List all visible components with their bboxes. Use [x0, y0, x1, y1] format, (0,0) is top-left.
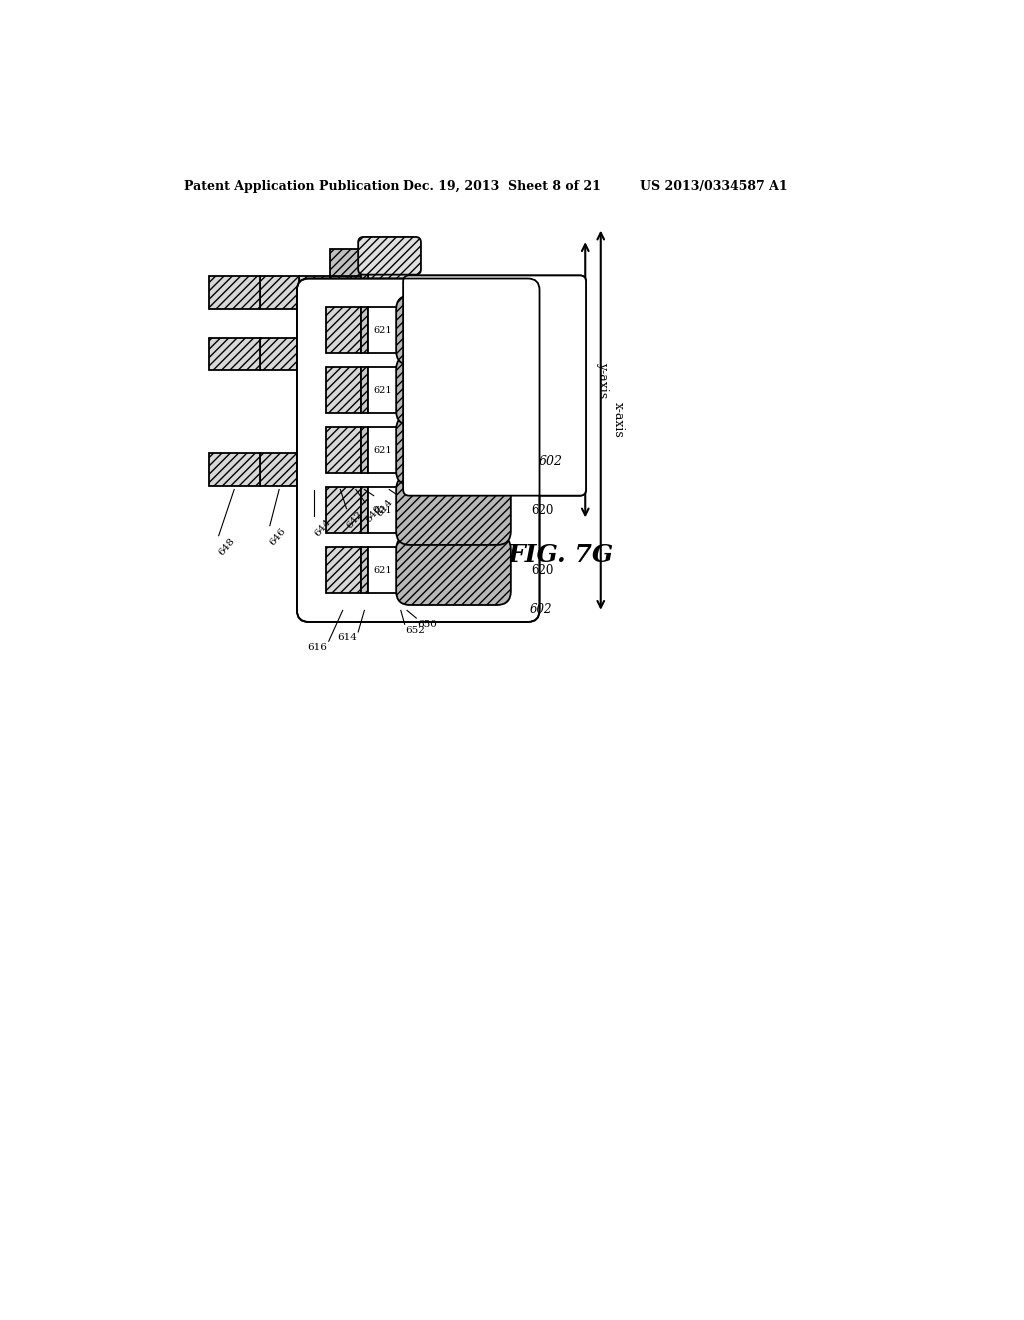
- Text: 620: 620: [531, 323, 553, 337]
- Text: 621: 621: [374, 506, 392, 515]
- FancyBboxPatch shape: [358, 238, 421, 275]
- Bar: [209, 453, 260, 486]
- Text: y-axis: y-axis: [596, 362, 609, 397]
- Text: Patent Application Publication: Patent Application Publication: [183, 180, 399, 193]
- Bar: [299, 276, 330, 309]
- Text: 614: 614: [375, 498, 395, 519]
- Bar: [369, 367, 397, 413]
- Text: 614: 614: [338, 634, 357, 643]
- Text: 602: 602: [539, 455, 562, 467]
- Bar: [403, 308, 410, 354]
- Text: FIG. 7G: FIG. 7G: [508, 544, 614, 568]
- FancyBboxPatch shape: [396, 355, 511, 425]
- Bar: [403, 428, 410, 474]
- Bar: [326, 548, 360, 594]
- Text: 620: 620: [531, 504, 553, 517]
- Text: 644: 644: [312, 517, 332, 539]
- Bar: [351, 338, 360, 370]
- Bar: [360, 428, 369, 474]
- Bar: [369, 308, 397, 354]
- Text: 620: 620: [531, 444, 553, 457]
- Bar: [326, 308, 360, 354]
- Bar: [330, 276, 351, 309]
- Text: 650: 650: [417, 619, 437, 628]
- Bar: [299, 338, 330, 370]
- Text: 621: 621: [374, 385, 392, 395]
- Bar: [397, 308, 403, 354]
- Text: 640: 640: [364, 503, 383, 524]
- Bar: [403, 548, 410, 594]
- Bar: [369, 548, 397, 594]
- Bar: [330, 453, 351, 486]
- Bar: [369, 267, 411, 506]
- Bar: [260, 453, 299, 486]
- FancyBboxPatch shape: [396, 536, 511, 605]
- Text: 652: 652: [406, 626, 425, 635]
- Bar: [326, 428, 360, 474]
- Bar: [369, 267, 411, 506]
- Bar: [260, 276, 299, 309]
- Text: 620: 620: [531, 564, 553, 577]
- FancyBboxPatch shape: [297, 279, 540, 622]
- Bar: [326, 367, 360, 413]
- Bar: [360, 267, 369, 506]
- Text: 620: 620: [531, 384, 553, 397]
- FancyBboxPatch shape: [396, 296, 511, 364]
- Bar: [360, 548, 369, 594]
- Text: 602: 602: [529, 603, 552, 615]
- Text: 621: 621: [374, 446, 392, 454]
- Text: Dec. 19, 2013  Sheet 8 of 21: Dec. 19, 2013 Sheet 8 of 21: [403, 180, 601, 193]
- Bar: [397, 367, 403, 413]
- Bar: [360, 367, 369, 413]
- Text: 646: 646: [268, 527, 288, 548]
- Bar: [351, 453, 360, 486]
- Bar: [360, 267, 369, 506]
- FancyBboxPatch shape: [403, 276, 586, 496]
- Bar: [326, 487, 360, 533]
- Bar: [369, 487, 397, 533]
- Bar: [209, 338, 260, 370]
- Text: 616: 616: [399, 498, 419, 519]
- Bar: [397, 428, 403, 474]
- FancyBboxPatch shape: [396, 416, 511, 484]
- Text: 642: 642: [345, 510, 365, 531]
- Text: 621: 621: [374, 566, 392, 574]
- Bar: [397, 487, 403, 533]
- Bar: [260, 338, 299, 370]
- Bar: [360, 487, 369, 533]
- Bar: [403, 487, 410, 533]
- Bar: [369, 428, 397, 474]
- FancyBboxPatch shape: [403, 276, 586, 496]
- Text: 621: 621: [374, 326, 392, 334]
- Text: US 2013/0334587 A1: US 2013/0334587 A1: [640, 180, 787, 193]
- FancyBboxPatch shape: [396, 475, 511, 545]
- Bar: [351, 276, 360, 309]
- Text: 616: 616: [307, 643, 328, 652]
- Bar: [330, 338, 351, 370]
- Bar: [403, 367, 410, 413]
- Text: 648: 648: [217, 536, 237, 557]
- Text: x-axis: x-axis: [611, 403, 625, 438]
- Bar: [209, 276, 260, 309]
- Bar: [360, 308, 369, 354]
- Text: 621: 621: [452, 521, 471, 543]
- Bar: [299, 453, 330, 486]
- Bar: [330, 249, 360, 276]
- Bar: [397, 548, 403, 594]
